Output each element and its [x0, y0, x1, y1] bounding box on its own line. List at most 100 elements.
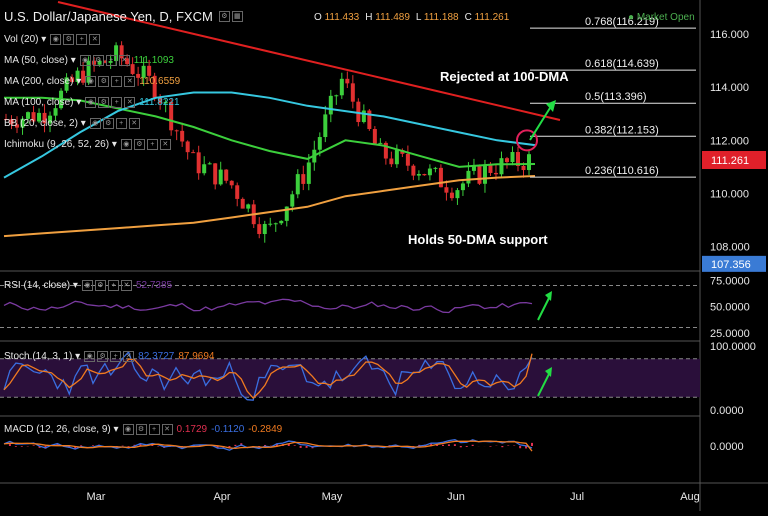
stoch-up-arrow — [537, 371, 551, 397]
macd-legend-controls[interactable]: ◉ ⚙ + ✕ — [122, 424, 173, 435]
indicator-2-label[interactable]: MA (200, close) ▾ — [4, 76, 82, 87]
indicator-control-icon[interactable]: ✕ — [120, 280, 132, 291]
rsi-legend-controls[interactable]: ◉ ⚙ + ✕ — [81, 280, 132, 291]
title-controls[interactable]: ⚙ ▦ — [218, 11, 243, 22]
indicator-control-icon[interactable]: ◉ — [85, 97, 97, 108]
indicator-control-icon[interactable]: ⚙ — [135, 424, 147, 435]
candle-body — [356, 101, 361, 123]
indicator-control-icon[interactable]: ✕ — [124, 76, 136, 87]
indicator-control-icon[interactable]: ◉ — [89, 118, 101, 129]
indicator-0[interactable]: Vol (20) ▾ ◉ ⚙ + ✕ — [4, 34, 101, 45]
indicator-control-icon[interactable]: ✕ — [89, 34, 101, 45]
indicator-5-controls[interactable]: ◉ ⚙ + ✕ — [120, 139, 171, 150]
candle-body — [427, 168, 432, 176]
indicator-5-label[interactable]: Ichimoku (9, 26, 52, 26) ▾ — [4, 139, 117, 150]
macd-legend-label[interactable]: MACD (12, 26, close, 9) ▾ — [4, 424, 119, 435]
indicator-control-icon[interactable]: ⚙ — [98, 76, 110, 87]
candle-body — [383, 142, 388, 159]
high-value: 111.489 — [375, 12, 410, 23]
indicator-control-icon[interactable]: + — [148, 424, 160, 435]
indicator-3-label[interactable]: MA (100, close) ▾ — [4, 97, 82, 108]
indicator-control-icon[interactable]: + — [111, 97, 123, 108]
candle-body — [257, 224, 262, 235]
indicator-control-icon[interactable]: ⚙ — [63, 34, 75, 45]
indicator-2-controls[interactable]: ◉ ⚙ + ✕ — [85, 76, 136, 87]
settings-icon[interactable]: ⚙ — [218, 11, 230, 22]
up-arrow-head — [546, 100, 556, 112]
indicator-control-icon[interactable]: ◉ — [81, 280, 93, 291]
candle-body — [103, 60, 108, 63]
candle-body — [119, 45, 124, 59]
indicator-3-controls[interactable]: ◉ ⚙ + ✕ — [85, 97, 136, 108]
indicator-3[interactable]: MA (100, close) ▾ ◉ ⚙ + ✕ 111.8221 — [4, 97, 180, 108]
macd-legend[interactable]: MACD (12, 26, close, 9) ▾ ◉ ⚙ + ✕ 0.1729 -0.11… — [4, 424, 282, 435]
rsi-legend-value: 52.7385 — [135, 280, 173, 291]
indicator-control-icon[interactable]: ◉ — [84, 351, 96, 362]
indicator-control-icon[interactable]: ◉ — [79, 55, 91, 66]
indicator-control-icon[interactable]: ✕ — [128, 118, 140, 129]
indicator-2[interactable]: MA (200, close) ▾ ◉ ⚙ + ✕ 110.6559 — [4, 76, 180, 87]
indicator-control-icon[interactable]: + — [107, 280, 119, 291]
fib-level-label: 0.382(112.153) — [585, 124, 659, 136]
indicator-control-icon[interactable]: ✕ — [159, 139, 171, 150]
stoch-band — [0, 358, 700, 398]
rsi-legend[interactable]: RSI (14, close) ▾ ◉ ⚙ + ✕ 52.7385 — [4, 280, 172, 291]
stoch-legend-value: 82.3727 — [138, 351, 175, 362]
fib-level-label: 0.236(110.616) — [585, 165, 659, 177]
stoch-legend-controls[interactable]: ◉ ⚙ + ✕ — [84, 351, 135, 362]
ma200-line — [3, 175, 536, 238]
rsi-line — [3, 298, 533, 314]
indicator-1[interactable]: MA (50, close) ▾ ◉ ⚙ + ✕ 111.1093 — [4, 55, 174, 66]
indicator-control-icon[interactable]: ✕ — [161, 424, 173, 435]
downtrend-line — [57, 1, 561, 121]
candle-body — [438, 167, 443, 188]
candle-body — [466, 170, 471, 184]
indicator-control-icon[interactable]: ◉ — [85, 76, 97, 87]
indicator-control-icon[interactable]: ⚙ — [102, 118, 114, 129]
rejection-circle — [516, 129, 538, 152]
indicator-control-icon[interactable]: ⚙ — [94, 280, 106, 291]
indicator-4[interactable]: BB (20, close, 2) ▾ ◉ ⚙ + ✕ — [4, 118, 140, 129]
indicator-control-icon[interactable]: + — [105, 55, 117, 66]
indicator-0-label[interactable]: Vol (20) ▾ — [4, 34, 47, 45]
macd-legend-value: -0.2849 — [248, 424, 283, 435]
indicator-control-icon[interactable]: ◉ — [120, 139, 132, 150]
macd-legend-value: -0.1120 — [211, 424, 245, 435]
candle-body — [31, 112, 36, 122]
indicator-1-controls[interactable]: ◉ ⚙ + ✕ — [79, 55, 130, 66]
indicator-control-icon[interactable]: ⚙ — [133, 139, 145, 150]
candle-body — [493, 172, 498, 175]
fib-level-label: 0.5(113.396) — [585, 91, 647, 103]
indicator-1-label[interactable]: MA (50, close) ▾ — [4, 55, 76, 66]
indicator-4-label[interactable]: BB (20, close, 2) ▾ — [4, 118, 86, 129]
indicator-control-icon[interactable]: ⚙ — [98, 97, 110, 108]
indicator-control-icon[interactable]: ✕ — [118, 55, 130, 66]
indicator-4-controls[interactable]: ◉ ⚙ + ✕ — [89, 118, 140, 129]
indicator-control-icon[interactable]: ⚙ — [92, 55, 104, 66]
price-tick-label: 110.000 — [710, 189, 749, 201]
indicator-control-icon[interactable]: ◉ — [122, 424, 134, 435]
indicator-control-icon[interactable]: ✕ — [123, 351, 135, 362]
indicator-control-icon[interactable]: + — [146, 139, 158, 150]
symbol-title[interactable]: U.S. Dollar/Japanese Yen, D, FXCM — [4, 9, 213, 24]
indicator-control-icon[interactable]: + — [110, 351, 122, 362]
indicator-control-icon[interactable]: ◉ — [50, 34, 62, 45]
indicator-5[interactable]: Ichimoku (9, 26, 52, 26) ▾ ◉ ⚙ + ✕ — [4, 139, 171, 150]
candle-body — [9, 119, 14, 125]
candle-body — [185, 141, 190, 153]
stoch-legend[interactable]: Stoch (14, 3, 1) ▾ ◉ ⚙ + ✕ 82.3727 87.9694 — [4, 351, 214, 362]
indicator-control-icon[interactable]: + — [111, 76, 123, 87]
indicator-control-icon[interactable]: + — [76, 34, 88, 45]
indicator-0-controls[interactable]: ◉ ⚙ + ✕ — [50, 34, 101, 45]
rsi-up-arrow — [537, 295, 551, 321]
stoch-legend-label[interactable]: Stoch (14, 3, 1) ▾ — [4, 351, 81, 362]
stoch-d-line — [3, 353, 533, 400]
candle-body — [328, 95, 333, 115]
indicator-control-icon[interactable]: ⚙ — [97, 351, 109, 362]
indicator-control-icon[interactable]: ✕ — [124, 97, 136, 108]
grid-icon[interactable]: ▦ — [231, 11, 243, 22]
indicator-2-value: 110.6559 — [139, 76, 181, 87]
indicator-control-icon[interactable]: + — [115, 118, 127, 129]
rsi-legend-label[interactable]: RSI (14, close) ▾ — [4, 280, 78, 291]
